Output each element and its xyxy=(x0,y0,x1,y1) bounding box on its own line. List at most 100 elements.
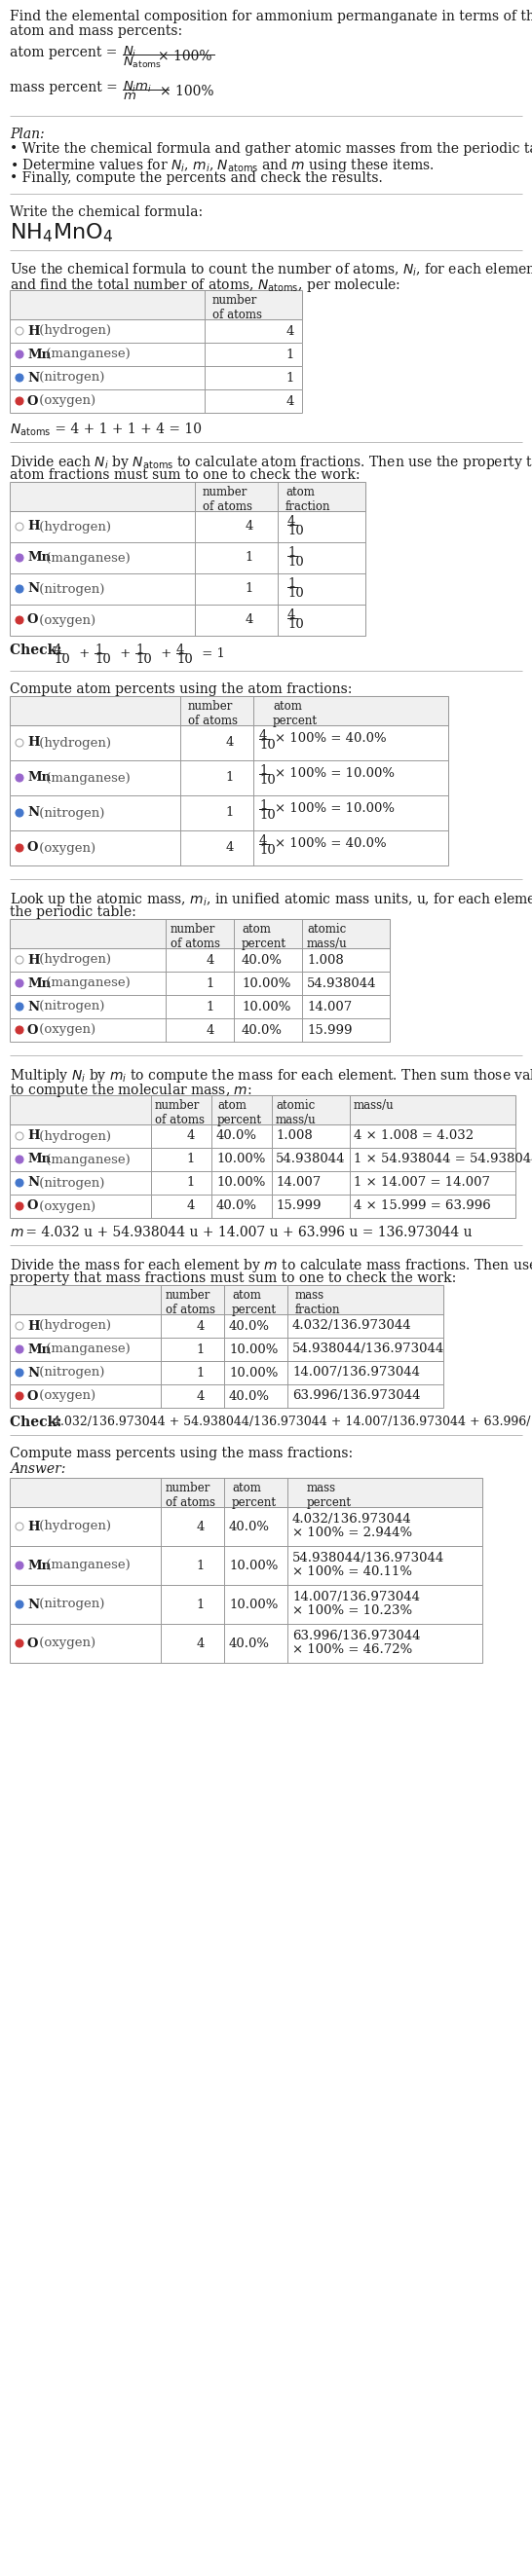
Text: 1: 1 xyxy=(196,1365,205,1378)
Text: × 100%: × 100% xyxy=(158,49,212,64)
Circle shape xyxy=(15,585,23,592)
Circle shape xyxy=(15,845,23,853)
Circle shape xyxy=(15,1368,23,1376)
Text: 4: 4 xyxy=(245,613,253,626)
Text: (manganese): (manganese) xyxy=(42,551,130,564)
Text: atom
percent: atom percent xyxy=(232,1481,277,1510)
Text: O: O xyxy=(27,613,38,626)
Text: O: O xyxy=(27,1636,38,1649)
Text: Mn: Mn xyxy=(27,976,51,989)
Text: 40.0%: 40.0% xyxy=(229,1388,270,1401)
Text: 4: 4 xyxy=(287,608,296,621)
Circle shape xyxy=(15,1025,23,1033)
Circle shape xyxy=(15,1600,23,1607)
Text: mass/u: mass/u xyxy=(354,1100,394,1113)
Text: 40.0%: 40.0% xyxy=(229,1319,270,1332)
Text: 4: 4 xyxy=(196,1388,205,1401)
Text: O: O xyxy=(27,1023,38,1036)
Text: $m$: $m$ xyxy=(123,90,136,103)
Text: H: H xyxy=(27,325,39,337)
Text: 4.032/136.973044: 4.032/136.973044 xyxy=(292,1512,412,1525)
Circle shape xyxy=(15,773,23,781)
Text: H: H xyxy=(27,1520,39,1533)
Text: 10: 10 xyxy=(259,845,276,858)
Circle shape xyxy=(15,1561,23,1569)
Text: 4: 4 xyxy=(226,737,234,750)
Text: 1.008: 1.008 xyxy=(307,953,344,966)
Text: Mn: Mn xyxy=(27,1558,51,1571)
Text: (manganese): (manganese) xyxy=(42,773,130,783)
Text: (oxygen): (oxygen) xyxy=(35,1636,96,1649)
Text: 4: 4 xyxy=(206,1023,214,1036)
Circle shape xyxy=(15,1157,23,1164)
Text: 4.032/136.973044 + 54.938044/136.973044 + 14.007/136.973044 + 63.996/136.973044 : 4.032/136.973044 + 54.938044/136.973044 … xyxy=(53,1417,532,1427)
Text: 54.938044/136.973044: 54.938044/136.973044 xyxy=(292,1551,445,1564)
Text: = 4.032 u + 54.938044 u + 14.007 u + 63.996 u = 136.973044 u: = 4.032 u + 54.938044 u + 14.007 u + 63.… xyxy=(21,1226,472,1239)
Text: 10.00%: 10.00% xyxy=(229,1365,278,1378)
Text: 54.938044: 54.938044 xyxy=(276,1154,345,1167)
Text: (manganese): (manganese) xyxy=(42,1342,130,1355)
Text: 1: 1 xyxy=(287,546,296,559)
Text: (oxygen): (oxygen) xyxy=(35,842,96,855)
Text: 1: 1 xyxy=(95,644,103,657)
Text: (oxygen): (oxygen) xyxy=(35,1023,96,1036)
Text: H: H xyxy=(27,1131,39,1141)
Text: 10: 10 xyxy=(287,618,304,631)
Text: number
of atoms: number of atoms xyxy=(171,922,220,951)
Text: N: N xyxy=(27,371,39,384)
Text: × 100% = 46.72%: × 100% = 46.72% xyxy=(292,1643,412,1656)
Text: 14.007/136.973044: 14.007/136.973044 xyxy=(292,1592,420,1602)
Text: (hydrogen): (hydrogen) xyxy=(35,1520,111,1533)
Text: Mn: Mn xyxy=(27,1342,51,1355)
Text: atomic
mass/u: atomic mass/u xyxy=(307,922,347,951)
Text: 1: 1 xyxy=(226,773,234,783)
Text: × 100% = 40.0%: × 100% = 40.0% xyxy=(275,732,386,744)
Text: Write the chemical formula:: Write the chemical formula: xyxy=(10,206,203,219)
Text: 10: 10 xyxy=(287,556,304,569)
Text: 1: 1 xyxy=(206,976,214,989)
Text: O: O xyxy=(27,394,38,407)
Text: 10: 10 xyxy=(95,654,111,667)
Text: mass
fraction: mass fraction xyxy=(295,1288,340,1316)
Circle shape xyxy=(15,1391,23,1399)
Text: 4: 4 xyxy=(54,644,62,657)
Text: Mn: Mn xyxy=(27,773,51,783)
Text: 1: 1 xyxy=(286,371,294,384)
Text: 1: 1 xyxy=(187,1154,195,1167)
Text: 15.999: 15.999 xyxy=(307,1023,352,1036)
Text: Plan:: Plan: xyxy=(10,129,45,142)
Text: (nitrogen): (nitrogen) xyxy=(35,1365,105,1378)
Text: 1: 1 xyxy=(287,577,296,590)
Text: (hydrogen): (hydrogen) xyxy=(35,737,111,750)
Text: 10.00%: 10.00% xyxy=(242,999,290,1012)
Text: 10.00%: 10.00% xyxy=(229,1342,278,1355)
Text: 54.938044: 54.938044 xyxy=(307,976,377,989)
Text: 4: 4 xyxy=(196,1319,205,1332)
Text: 4: 4 xyxy=(196,1520,205,1533)
Text: 54.938044/136.973044: 54.938044/136.973044 xyxy=(292,1342,445,1355)
Text: atom
percent: atom percent xyxy=(242,922,286,951)
Text: × 100%: × 100% xyxy=(160,85,214,98)
Text: 40.0%: 40.0% xyxy=(242,953,282,966)
Text: 40.0%: 40.0% xyxy=(217,1131,257,1141)
Text: × 100% = 10.23%: × 100% = 10.23% xyxy=(292,1605,412,1618)
Text: +: + xyxy=(75,647,94,659)
Text: $N_i$: $N_i$ xyxy=(123,44,137,59)
Text: and find the total number of atoms, $N_\mathrm{atoms}$, per molecule:: and find the total number of atoms, $N_\… xyxy=(10,276,401,294)
Text: 1 × 14.007 = 14.007: 1 × 14.007 = 14.007 xyxy=(354,1177,490,1190)
Text: atom fractions must sum to one to check the work:: atom fractions must sum to one to check … xyxy=(10,469,360,482)
Text: (manganese): (manganese) xyxy=(42,348,130,361)
Text: 4.032/136.973044: 4.032/136.973044 xyxy=(292,1319,412,1332)
Text: 14.007: 14.007 xyxy=(307,999,352,1012)
Text: 14.007/136.973044: 14.007/136.973044 xyxy=(292,1365,420,1378)
Text: 10: 10 xyxy=(287,526,304,538)
Text: $\mathrm{NH_4MnO_4}$: $\mathrm{NH_4MnO_4}$ xyxy=(10,222,113,245)
Text: (manganese): (manganese) xyxy=(42,1154,130,1167)
Text: 4: 4 xyxy=(177,644,185,657)
Text: 1: 1 xyxy=(196,1558,205,1571)
Text: 10.00%: 10.00% xyxy=(217,1154,265,1167)
Circle shape xyxy=(15,350,23,358)
Text: (nitrogen): (nitrogen) xyxy=(35,1177,105,1190)
Text: N: N xyxy=(27,1177,39,1190)
Text: $N_\mathrm{atoms}$: $N_\mathrm{atoms}$ xyxy=(123,54,162,70)
